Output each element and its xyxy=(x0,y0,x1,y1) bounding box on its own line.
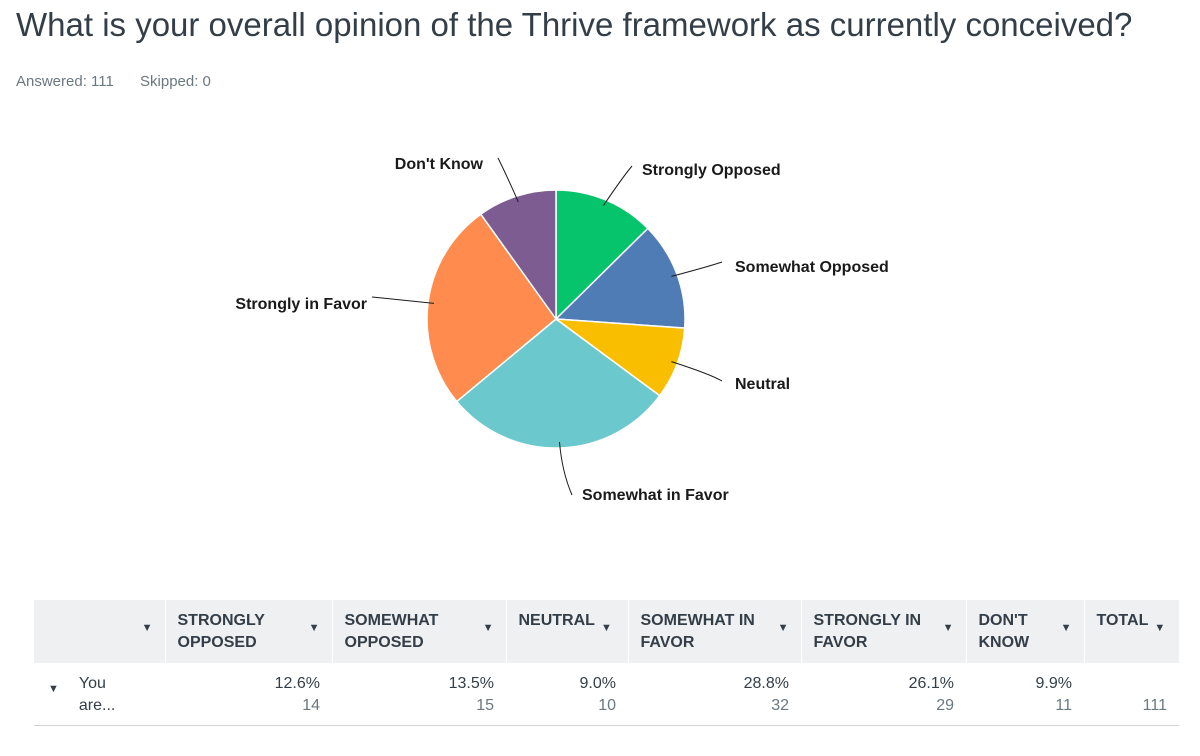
header-dont-know[interactable]: DON'T KNOW ▼ xyxy=(966,600,1085,663)
pie-slice-somewhat-opposed[interactable] xyxy=(554,227,686,329)
table-row: ▼ You are... 12.6% 14 13.5% 15 9.0% 10 28.8%… xyxy=(34,663,1179,726)
slice-label: Strongly Opposed xyxy=(642,162,781,179)
row-label: ▼ You are... xyxy=(34,663,165,726)
response-stats: Answered: 111 Skipped: 0 xyxy=(16,73,233,90)
sort-caret-icon[interactable]: ▼ xyxy=(600,622,612,634)
slice-label: Somewhat in Favor xyxy=(582,487,729,504)
header-strongly-in-favor[interactable]: STRONGLY IN FAVOR ▼ xyxy=(801,600,967,663)
header-row-label[interactable]: ▼ xyxy=(34,600,166,663)
sort-caret-icon[interactable]: ▼ xyxy=(482,622,494,634)
sort-caret-icon[interactable]: ▼ xyxy=(1154,622,1166,634)
slice-label: Strongly in Favor xyxy=(235,296,367,313)
leader-line xyxy=(559,441,573,496)
results-table: ▼ STRONGLY OPPOSED ▼ SOMEWHAT OPPOSED ▼ NEUT… xyxy=(34,600,1179,726)
pie-slice-strongly-opposed[interactable] xyxy=(555,189,649,321)
sort-caret-icon[interactable]: ▼ xyxy=(777,622,789,634)
answered-count: Answered: 111 xyxy=(16,73,114,90)
slice-label: Don't Know xyxy=(395,156,484,173)
leader-line xyxy=(497,157,519,203)
table-header-row: ▼ STRONGLY OPPOSED ▼ SOMEWHAT OPPOSED ▼ NEUT… xyxy=(34,600,1179,663)
expand-caret-icon[interactable]: ▼ xyxy=(48,683,59,695)
cell-dont-know: 9.9% 11 xyxy=(966,663,1084,726)
cell-somewhat-opposed: 13.5% 15 xyxy=(332,663,506,726)
cell-strongly-opposed: 12.6% 14 xyxy=(165,663,332,726)
sort-caret-icon[interactable]: ▼ xyxy=(308,622,320,634)
pie-chart: Strongly Opposed Somewhat Opposed Neutral S… xyxy=(235,156,889,504)
leader-line xyxy=(671,261,723,277)
leader-line xyxy=(371,296,435,304)
leader-line xyxy=(603,165,633,206)
sort-caret-icon[interactable]: ▼ xyxy=(1060,622,1072,634)
header-strongly-opposed[interactable]: STRONGLY OPPOSED ▼ xyxy=(165,600,333,663)
header-somewhat-in-favor[interactable]: SOMEWHAT IN FAVOR ▼ xyxy=(628,600,802,663)
cell-total: 111 xyxy=(1084,663,1179,726)
leader-line xyxy=(671,361,723,382)
header-total[interactable]: TOTAL ▼ xyxy=(1084,600,1179,663)
cell-somewhat-in-favor: 28.8% 32 xyxy=(628,663,801,726)
header-neutral[interactable]: NEUTRAL ▼ xyxy=(506,600,629,663)
question-title: What is your overall opinion of the Thri… xyxy=(16,6,1133,43)
sort-caret-icon[interactable]: ▼ xyxy=(942,622,954,634)
cell-neutral: 9.0% 10 xyxy=(506,663,628,726)
cell-strongly-in-favor: 26.1% 29 xyxy=(801,663,966,726)
header-somewhat-opposed[interactable]: SOMEWHAT OPPOSED ▼ xyxy=(332,600,507,663)
pie-slice-don-t-know[interactable] xyxy=(479,189,557,322)
slice-label: Neutral xyxy=(735,376,790,393)
sort-caret-icon[interactable]: ▼ xyxy=(141,622,153,634)
slice-label: Somewhat Opposed xyxy=(735,259,889,276)
skipped-count: Skipped: 0 xyxy=(140,73,211,90)
